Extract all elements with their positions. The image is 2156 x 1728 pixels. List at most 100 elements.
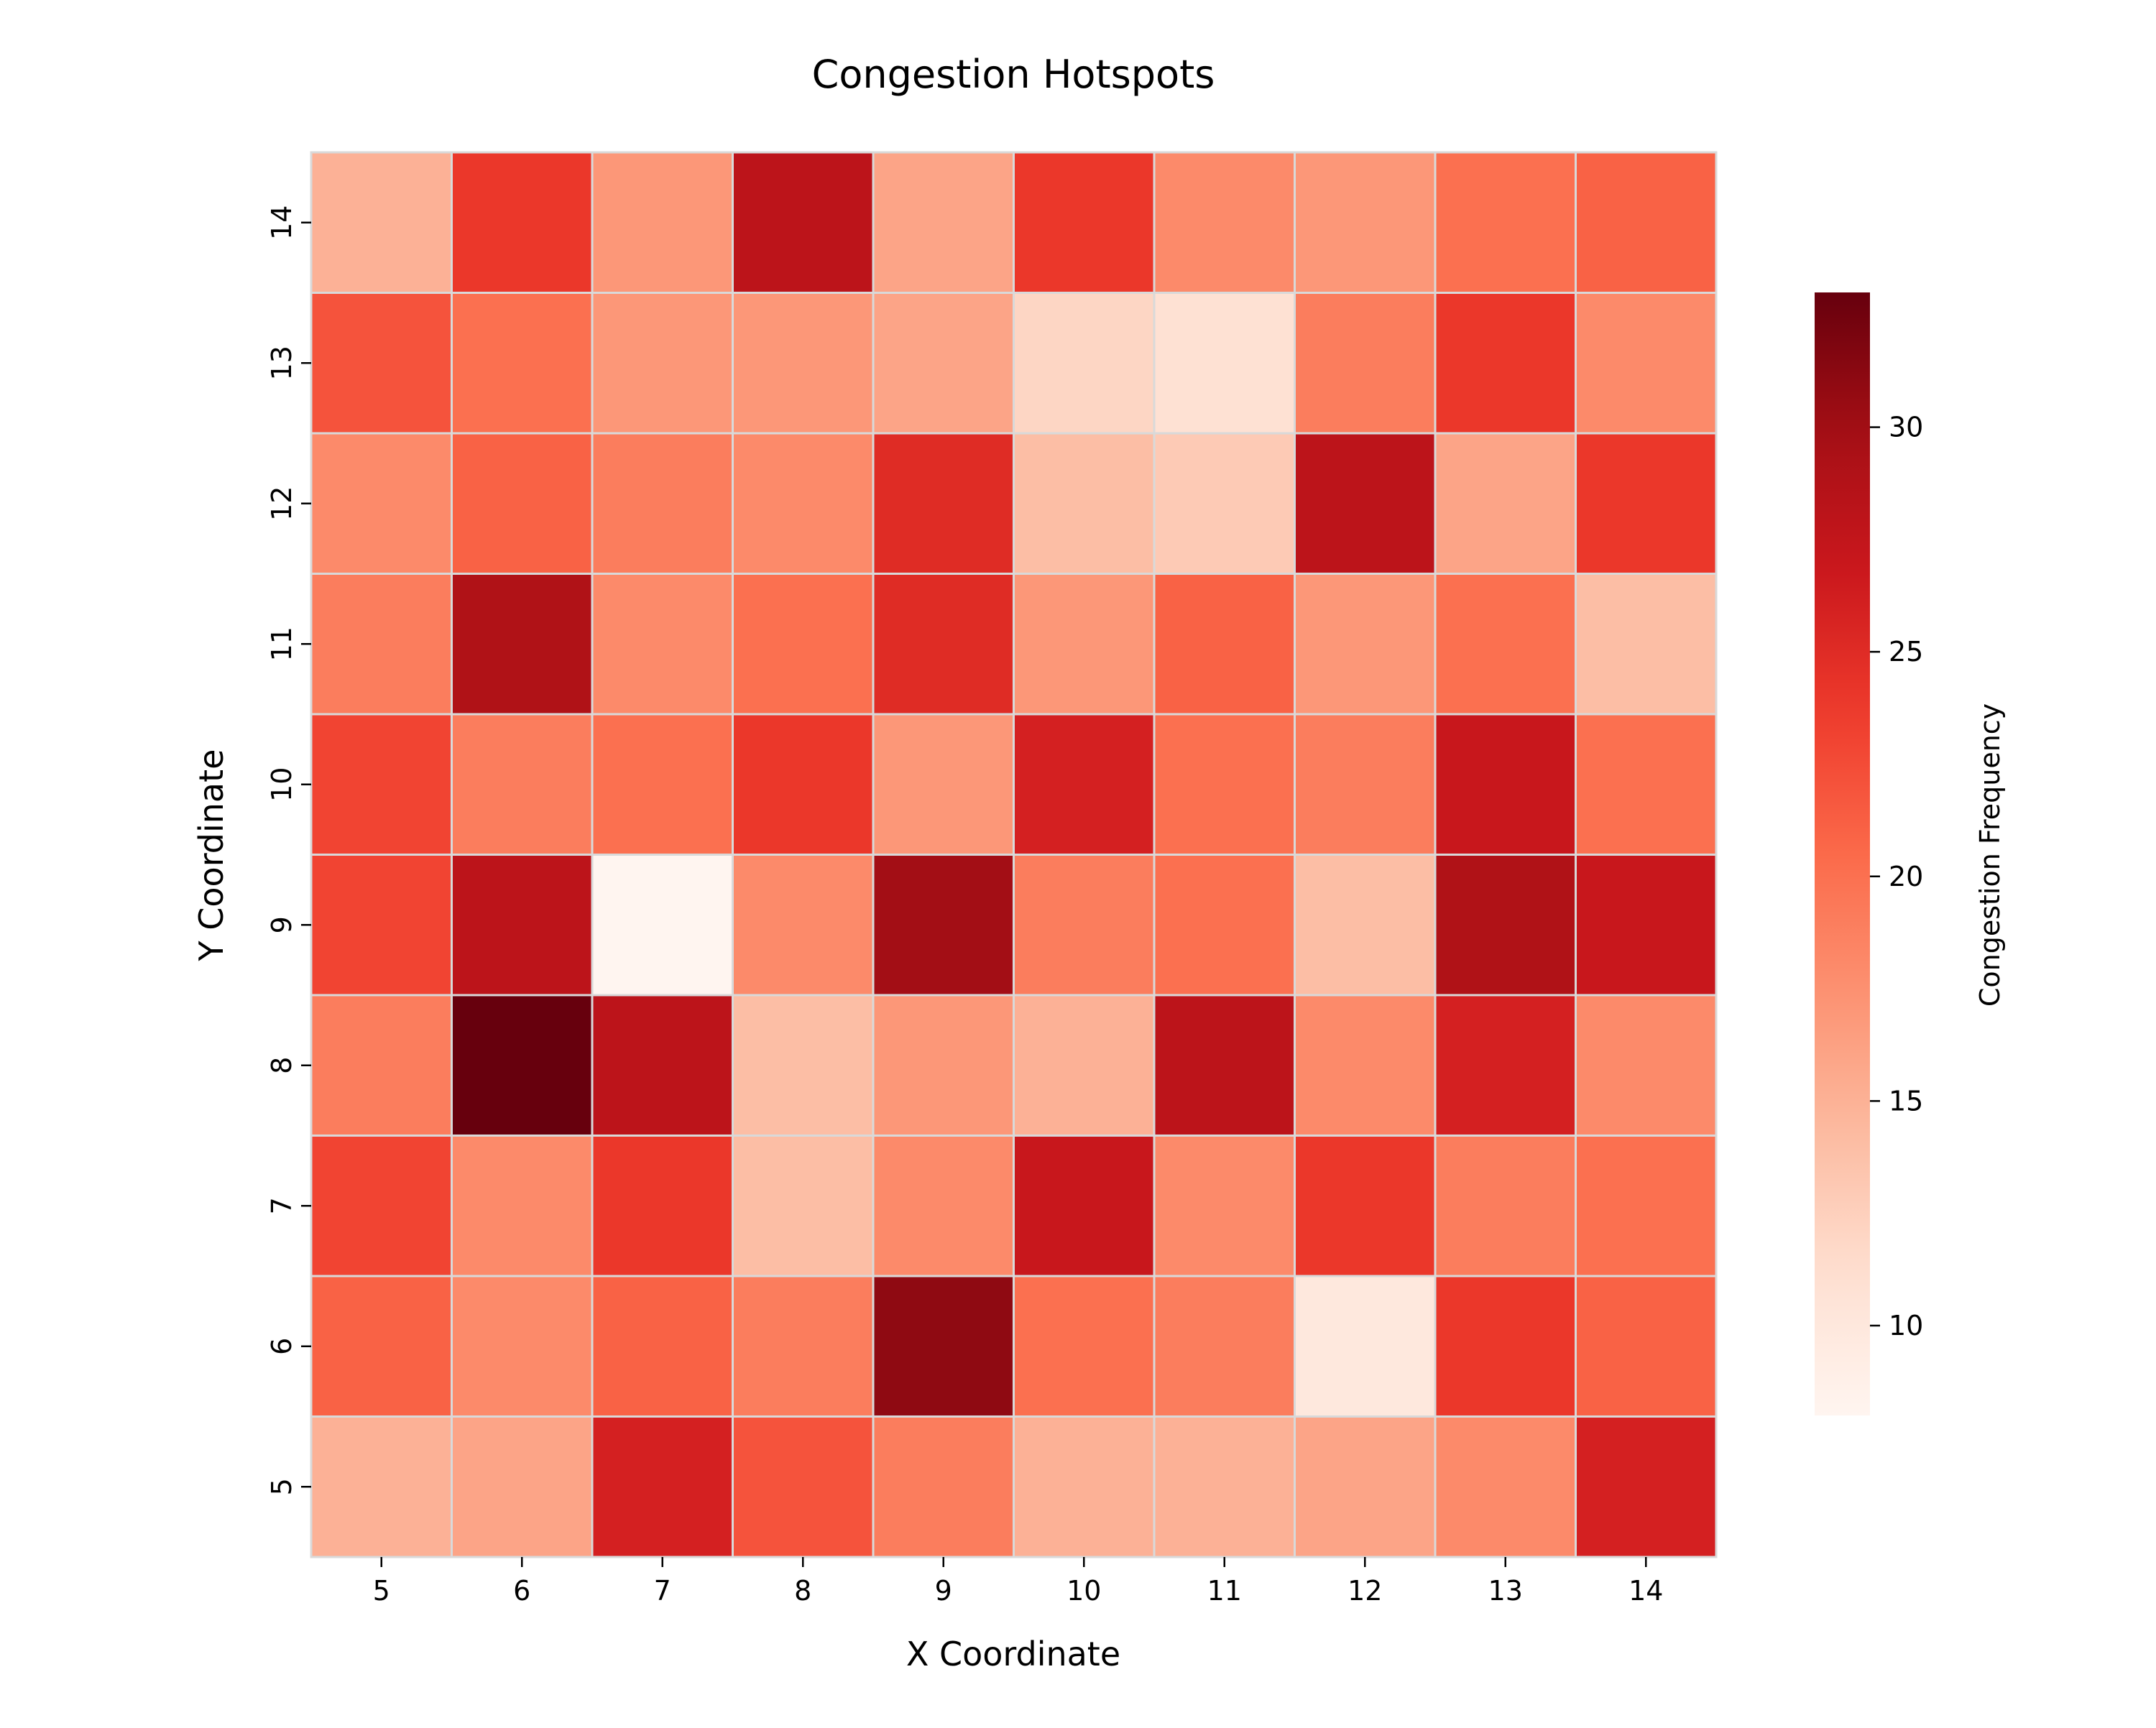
heatmap-cell bbox=[732, 151, 875, 294]
heatmap-cell bbox=[1434, 432, 1577, 575]
heatmap-cell bbox=[1575, 573, 1718, 716]
heatmap-cell bbox=[872, 292, 1015, 435]
heatmap-cell bbox=[1013, 1415, 1156, 1558]
heatmap-cell bbox=[1434, 713, 1577, 856]
heatmap-cell bbox=[1434, 1135, 1577, 1277]
heatmap-cell bbox=[732, 713, 875, 856]
heatmap-cell bbox=[1013, 854, 1156, 997]
heatmap-cell bbox=[1153, 432, 1296, 575]
heatmap-cell bbox=[1153, 854, 1296, 997]
chart-title: Congestion Hotspots bbox=[812, 52, 1215, 97]
heatmap-cell bbox=[451, 713, 594, 856]
x-tick-label: 12 bbox=[1348, 1575, 1382, 1607]
y-tick-label: 12 bbox=[266, 486, 298, 521]
heatmap-cell bbox=[1294, 432, 1437, 575]
heatmap-cell bbox=[732, 1275, 875, 1418]
heatmap-cell bbox=[872, 1275, 1015, 1418]
y-tick-label: 8 bbox=[266, 1057, 298, 1074]
heatmap-cell bbox=[1013, 713, 1156, 856]
heatmap-cell bbox=[1153, 1135, 1296, 1277]
heatmap-cell bbox=[310, 432, 453, 575]
heatmap-cell bbox=[872, 151, 1015, 294]
x-tick-label: 13 bbox=[1488, 1575, 1523, 1607]
heatmap-cell bbox=[1294, 151, 1437, 294]
heatmap-cell bbox=[310, 573, 453, 716]
heatmap-cell bbox=[591, 1415, 734, 1558]
heatmap-cell bbox=[1153, 573, 1296, 716]
heatmap-cell bbox=[1294, 1275, 1437, 1418]
heatmap-cell bbox=[1575, 994, 1718, 1137]
heatmap-cell bbox=[591, 292, 734, 435]
heatmap-cell bbox=[1434, 292, 1577, 435]
heatmap-cell bbox=[1575, 1275, 1718, 1418]
heatmap-cell bbox=[1153, 151, 1296, 294]
heatmap-cell bbox=[1294, 1415, 1437, 1558]
heatmap-cell bbox=[310, 1415, 453, 1558]
heatmap-cell bbox=[1153, 1415, 1296, 1558]
heatmap-cell bbox=[451, 994, 594, 1137]
heatmap-cell bbox=[1294, 854, 1437, 997]
heatmap-cell bbox=[1575, 1135, 1718, 1277]
colorbar-tick-label: 10 bbox=[1889, 1310, 1923, 1341]
heatmap-cell bbox=[872, 573, 1015, 716]
colorbar-label: Congestion Frequency bbox=[1974, 703, 2006, 1007]
y-tick-label: 9 bbox=[266, 916, 298, 933]
heatmap-cell bbox=[1013, 292, 1156, 435]
x-axis-label: X Coordinate bbox=[906, 1635, 1120, 1673]
colorbar-tick-label: 15 bbox=[1889, 1085, 1923, 1117]
x-axis-ticks: 5 6 7 8 9 10 11 12 13 14 bbox=[373, 1557, 1663, 1607]
x-tick-label: 8 bbox=[794, 1575, 811, 1607]
colorbar bbox=[1815, 292, 1870, 1415]
colorbar-tick-label: 25 bbox=[1889, 636, 1923, 667]
heatmap-cell bbox=[451, 151, 594, 294]
heatmap-cell bbox=[451, 292, 594, 435]
x-tick-label: 6 bbox=[513, 1575, 530, 1607]
heatmap-cell bbox=[1153, 1275, 1296, 1418]
heatmap-cell bbox=[1434, 1415, 1577, 1558]
heatmap-cell bbox=[1294, 292, 1437, 435]
x-tick-label: 14 bbox=[1628, 1575, 1663, 1607]
heatmap-cell bbox=[1575, 854, 1718, 997]
heatmap-cell bbox=[872, 432, 1015, 575]
heatmap-cell bbox=[1575, 151, 1718, 294]
heatmap-cell bbox=[1434, 1275, 1577, 1418]
heatmap-cell bbox=[1013, 573, 1156, 716]
heatmap-cell bbox=[451, 573, 594, 716]
y-tick-label: 7 bbox=[266, 1197, 298, 1214]
heatmap-cell bbox=[732, 432, 875, 575]
heatmap-cell bbox=[872, 854, 1015, 997]
heatmap-cell bbox=[1013, 432, 1156, 575]
y-tick-label: 6 bbox=[266, 1338, 298, 1355]
heatmap-cell bbox=[1013, 994, 1156, 1137]
heatmap-cell bbox=[1153, 713, 1296, 856]
heatmap-cell bbox=[451, 854, 594, 997]
heatmap-cell bbox=[1153, 292, 1296, 435]
x-tick-label: 10 bbox=[1067, 1575, 1101, 1607]
heatmap-cell bbox=[591, 1275, 734, 1418]
x-tick-label: 11 bbox=[1207, 1575, 1242, 1607]
y-tick-label: 5 bbox=[266, 1478, 298, 1495]
x-tick-label: 9 bbox=[935, 1575, 952, 1607]
heatmap-cell bbox=[451, 1415, 594, 1558]
heatmap-cell bbox=[732, 573, 875, 716]
y-axis-label: Y Coordinate bbox=[192, 749, 231, 962]
x-tick-label: 7 bbox=[654, 1575, 671, 1607]
y-axis-ticks: 14 13 12 11 10 9 8 7 6 5 bbox=[266, 205, 311, 1495]
heatmap-cell bbox=[451, 1135, 594, 1277]
heatmap-cell bbox=[1013, 1275, 1156, 1418]
heatmap-cell bbox=[591, 713, 734, 856]
heatmap-cell bbox=[310, 994, 453, 1137]
heatmap-cell bbox=[1434, 854, 1577, 997]
heatmap-cell bbox=[310, 854, 453, 997]
heatmap-cell bbox=[591, 151, 734, 294]
heatmap-cell bbox=[1013, 151, 1156, 294]
heatmap-cell bbox=[451, 1275, 594, 1418]
heatmap-cell bbox=[872, 713, 1015, 856]
heatmap-cell bbox=[310, 713, 453, 856]
heatmap-cell bbox=[1575, 292, 1718, 435]
heatmap-cells bbox=[310, 151, 1718, 1558]
heatmap-cell bbox=[1294, 713, 1437, 856]
heatmap-cell bbox=[1153, 994, 1296, 1137]
